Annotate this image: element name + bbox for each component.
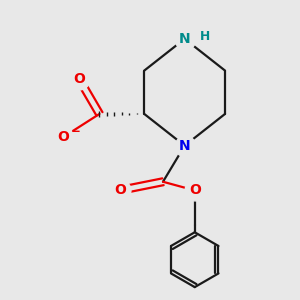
Text: N: N xyxy=(179,32,190,46)
Text: O: O xyxy=(73,72,85,86)
Text: O: O xyxy=(189,183,201,197)
Text: H: H xyxy=(200,30,210,43)
Text: O: O xyxy=(58,130,69,144)
Text: O: O xyxy=(114,183,126,197)
Text: N: N xyxy=(179,139,190,153)
Text: −: − xyxy=(70,125,80,138)
